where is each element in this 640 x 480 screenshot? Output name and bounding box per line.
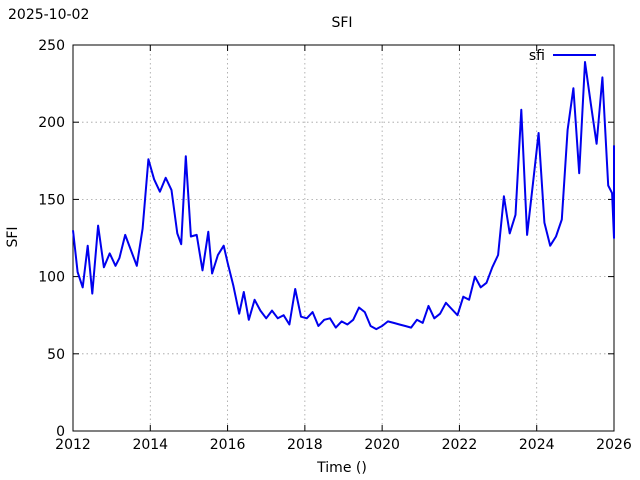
legend-label: sfi [529, 48, 545, 64]
x-tick-label: 2018 [287, 437, 323, 453]
y-tick-label: 150 [38, 192, 65, 208]
y-axis-ticks: 0 50 100 150 200 250 [38, 38, 614, 440]
x-axis-label: Time () [316, 460, 367, 476]
y-tick-label: 100 [38, 270, 65, 286]
x-tick-label: 2012 [55, 437, 91, 453]
y-tick-label: 200 [38, 115, 65, 131]
y-tick-label: 50 [47, 347, 65, 363]
series-line-sfi [72, 61, 615, 331]
x-tick-label: 2022 [442, 437, 478, 453]
chart-title: SFI [331, 15, 352, 31]
legend: sfi [529, 48, 596, 64]
x-tick-label: 2020 [364, 437, 400, 453]
series-layer [72, 61, 615, 331]
x-tick-label: 2026 [596, 437, 632, 453]
x-tick-label: 2016 [210, 437, 246, 453]
x-tick-label: 2024 [519, 437, 555, 453]
y-tick-label: 0 [56, 424, 65, 440]
grid [73, 45, 614, 431]
y-axis-label: SFI [5, 226, 21, 247]
y-tick-label: 250 [38, 38, 65, 54]
x-tick-label: 2014 [132, 437, 168, 453]
date-stamp: 2025-10-02 [8, 7, 89, 23]
x-axis-ticks: 2012 2014 2016 2018 2020 2022 2024 2026 [55, 45, 632, 453]
